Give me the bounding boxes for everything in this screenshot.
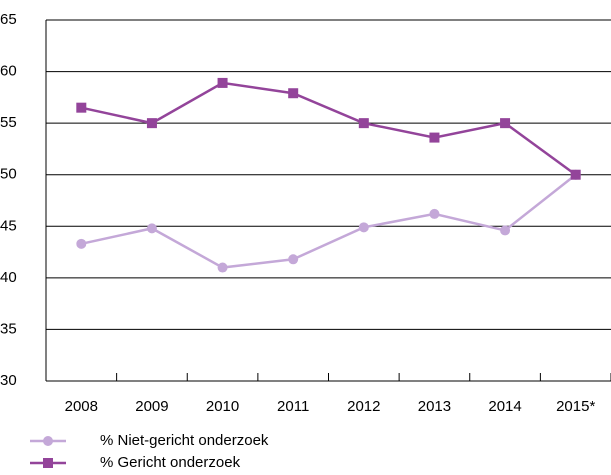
y-tick-label: 45 (0, 217, 17, 234)
x-tick-label: 2009 (135, 398, 168, 415)
series-line (81, 173, 577, 269)
point (288, 254, 299, 265)
point (358, 222, 369, 233)
series-line (81, 81, 577, 176)
point (217, 262, 228, 273)
point (146, 223, 157, 234)
point (288, 88, 299, 99)
x-tick-label: 2014 (488, 398, 521, 415)
point (76, 238, 87, 249)
point (217, 77, 228, 88)
y-tick-label: 40 (0, 269, 17, 286)
legend-marker (43, 436, 53, 446)
point (76, 102, 87, 113)
legend-marker (43, 458, 53, 468)
y-tick-label: 55 (0, 114, 17, 131)
x-tick-label: 2015* (556, 398, 595, 415)
legend-label: % Gericht onderzoek (100, 454, 241, 471)
y-tick-label: 50 (0, 166, 17, 183)
y-tick-label: 30 (0, 372, 17, 389)
point (429, 132, 440, 143)
point (146, 118, 157, 129)
x-tick-label: 2012 (347, 398, 380, 415)
point (500, 225, 511, 236)
point (570, 169, 581, 180)
point (429, 208, 440, 219)
point (500, 118, 511, 129)
point (358, 118, 369, 129)
x-tick-label: 2011 (277, 398, 309, 415)
y-tick-label: 35 (0, 320, 17, 337)
legend-label: % Niet-gericht onderzoek (100, 432, 269, 449)
x-tick-label: 2008 (65, 398, 98, 415)
y-tick-label: 60 (0, 63, 17, 80)
x-tick-label: 2013 (418, 398, 451, 415)
x-tick-label: 2010 (206, 398, 239, 415)
y-tick-label: 65 (0, 11, 17, 28)
